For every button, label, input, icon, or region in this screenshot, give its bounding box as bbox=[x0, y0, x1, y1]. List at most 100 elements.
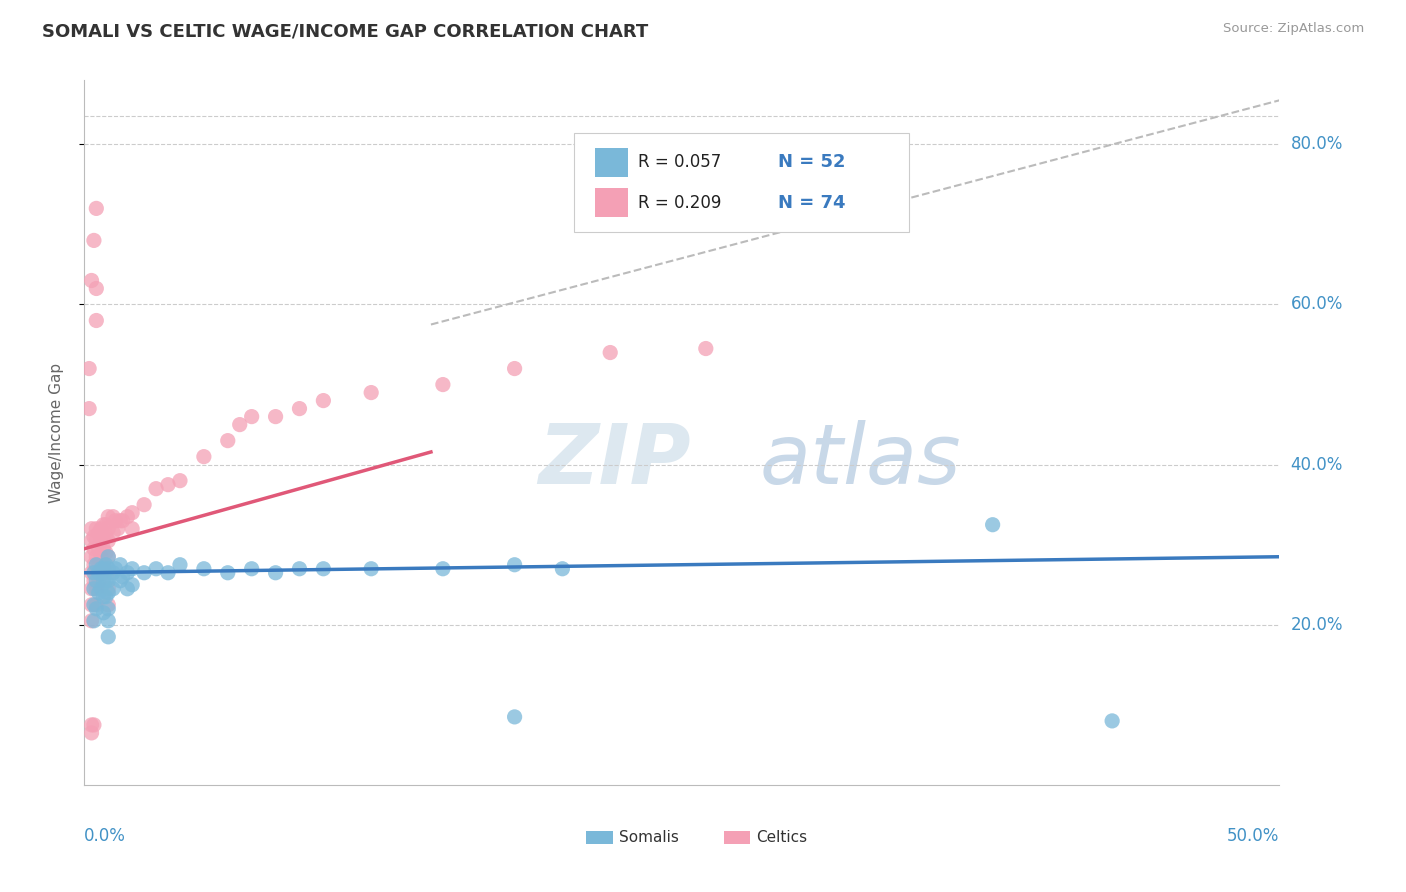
Point bbox=[83, 541, 105, 556]
Point bbox=[97, 509, 120, 524]
Point bbox=[101, 582, 124, 596]
Point bbox=[217, 434, 239, 448]
Text: SOMALI VS CELTIC WAGE/INCOME GAP CORRELATION CHART: SOMALI VS CELTIC WAGE/INCOME GAP CORRELA… bbox=[42, 22, 648, 40]
FancyBboxPatch shape bbox=[595, 188, 628, 218]
Point bbox=[157, 477, 180, 491]
Point bbox=[695, 342, 717, 356]
Point bbox=[86, 549, 108, 564]
Point bbox=[94, 546, 117, 560]
Point bbox=[104, 514, 127, 528]
Point bbox=[80, 614, 103, 628]
Point bbox=[101, 525, 124, 540]
Point bbox=[97, 586, 120, 600]
Point bbox=[97, 574, 120, 588]
Point bbox=[86, 558, 108, 572]
Point bbox=[981, 517, 1004, 532]
Point bbox=[132, 566, 156, 580]
Point bbox=[169, 474, 191, 488]
Text: 50.0%: 50.0% bbox=[1227, 827, 1279, 846]
Point bbox=[145, 482, 167, 496]
Point bbox=[110, 514, 132, 528]
Point bbox=[80, 566, 103, 580]
Point bbox=[87, 525, 110, 540]
Point bbox=[83, 558, 105, 572]
Point bbox=[360, 385, 382, 400]
Point bbox=[121, 578, 143, 592]
Point bbox=[87, 586, 110, 600]
Point bbox=[97, 614, 120, 628]
Point bbox=[240, 562, 263, 576]
Point bbox=[93, 590, 115, 604]
Point bbox=[90, 549, 112, 564]
Point bbox=[264, 409, 287, 424]
Point bbox=[90, 533, 112, 548]
Point bbox=[83, 598, 105, 612]
Text: 80.0%: 80.0% bbox=[1291, 136, 1343, 153]
Point bbox=[97, 601, 120, 615]
Point bbox=[117, 509, 139, 524]
Point bbox=[217, 566, 239, 580]
Point bbox=[503, 558, 526, 572]
Point bbox=[93, 562, 115, 576]
Point bbox=[111, 570, 134, 584]
Point bbox=[551, 562, 574, 576]
Text: 40.0%: 40.0% bbox=[1291, 456, 1343, 474]
Point bbox=[432, 377, 454, 392]
Point bbox=[90, 582, 112, 596]
Text: Somalis: Somalis bbox=[619, 830, 679, 846]
Point bbox=[87, 574, 110, 588]
Point bbox=[87, 558, 110, 572]
Point bbox=[104, 562, 127, 576]
FancyBboxPatch shape bbox=[586, 831, 613, 844]
Point bbox=[97, 522, 120, 536]
Point bbox=[110, 558, 132, 572]
Text: 0.0%: 0.0% bbox=[84, 827, 127, 846]
Point bbox=[80, 582, 103, 596]
Point bbox=[86, 601, 108, 615]
Point bbox=[80, 522, 103, 536]
Point bbox=[121, 522, 143, 536]
Point bbox=[101, 566, 124, 580]
Point bbox=[77, 361, 100, 376]
Point bbox=[117, 582, 139, 596]
Text: R = 0.057: R = 0.057 bbox=[638, 153, 721, 171]
Point bbox=[83, 234, 105, 248]
Point bbox=[80, 533, 103, 548]
Point bbox=[87, 541, 110, 556]
Point bbox=[83, 566, 105, 580]
Point bbox=[101, 509, 124, 524]
Point bbox=[86, 582, 108, 596]
Point bbox=[97, 549, 120, 564]
Point bbox=[86, 566, 108, 580]
Point bbox=[90, 566, 112, 580]
Point bbox=[193, 562, 215, 576]
Text: Celtics: Celtics bbox=[756, 830, 807, 846]
Point bbox=[97, 562, 120, 576]
FancyBboxPatch shape bbox=[724, 831, 749, 844]
Point bbox=[83, 530, 105, 544]
Point bbox=[132, 498, 156, 512]
Point bbox=[86, 598, 108, 612]
Point bbox=[77, 401, 100, 416]
Point bbox=[93, 517, 115, 532]
Point bbox=[94, 590, 117, 604]
Point bbox=[86, 313, 108, 327]
Point bbox=[87, 566, 110, 580]
Point bbox=[94, 530, 117, 544]
Text: N = 74: N = 74 bbox=[778, 194, 845, 211]
Point bbox=[503, 710, 526, 724]
Point bbox=[97, 549, 120, 564]
FancyBboxPatch shape bbox=[575, 133, 910, 232]
Point bbox=[93, 541, 115, 556]
Point bbox=[94, 517, 117, 532]
Point bbox=[312, 393, 335, 408]
Point bbox=[117, 566, 139, 580]
Point bbox=[83, 614, 105, 628]
Point bbox=[80, 549, 103, 564]
Point bbox=[169, 558, 191, 572]
Point bbox=[121, 562, 143, 576]
Point bbox=[80, 718, 103, 732]
Point bbox=[80, 598, 103, 612]
Point bbox=[94, 558, 117, 572]
Point bbox=[121, 506, 143, 520]
